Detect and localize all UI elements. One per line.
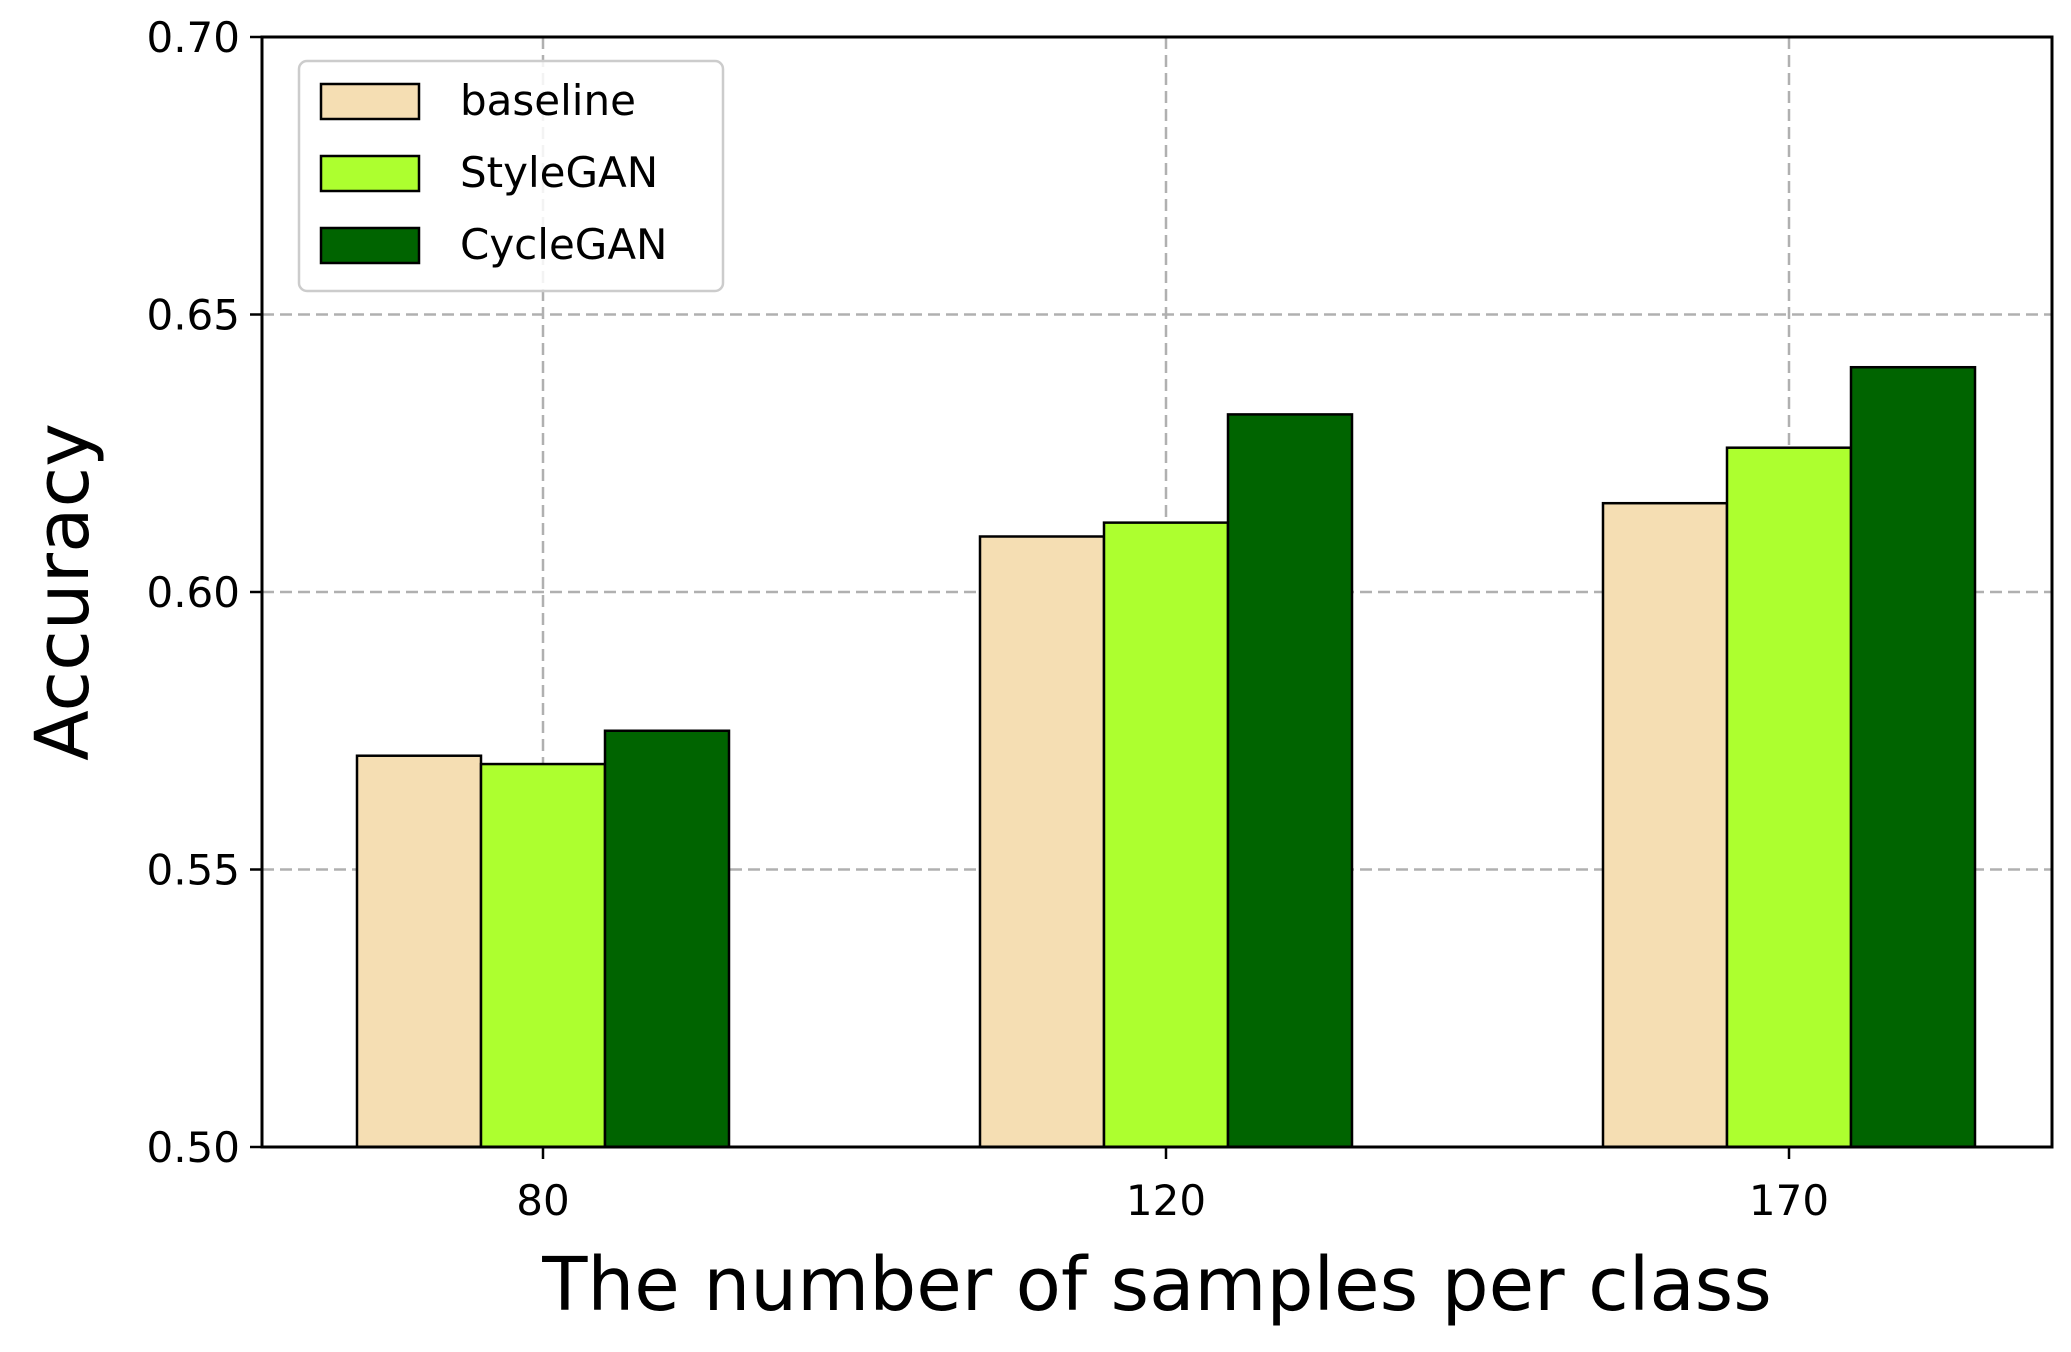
bar-stylegan-120 [1102,521,1230,1149]
bar-cyclegan-120 [1226,413,1354,1149]
legend-label-stylegan: StyleGAN [460,148,658,197]
bar-baseline-170 [1601,501,1729,1149]
x-tick-label: 120 [1126,1176,1206,1225]
y-tick-label: 0.60 [146,568,240,617]
bars [355,365,1977,1149]
legend-label-cyclegan: CycleGAN [460,220,667,269]
y-tick-label: 0.50 [146,1123,240,1172]
x-tick-label: 170 [1749,1176,1829,1225]
x-axis-title: The number of samples per class [541,1242,1772,1328]
x-tick-label: 80 [516,1176,569,1225]
legend-label-baseline: baseline [460,76,636,125]
y-tick-label: 0.65 [146,291,240,340]
legend-swatch-stylegan [319,154,421,193]
bar-baseline-80 [355,754,483,1149]
y-tick-label: 0.55 [146,846,240,895]
x-axis: 80 120 170 [516,1147,1829,1225]
y-axis-title: Accuracy [20,423,106,761]
bar-cyclegan-170 [1849,365,1977,1149]
legend-swatch-baseline [319,82,421,121]
y-tick-label: 0.70 [146,13,240,62]
legend-swatch-cyclegan [319,226,421,265]
bar-baseline-120 [978,535,1106,1149]
bar-stylegan-170 [1725,446,1853,1149]
bar-stylegan-80 [479,762,607,1149]
y-axis: 0.50 0.55 0.60 0.65 0.70 [146,13,262,1172]
bar-cyclegan-80 [603,729,731,1149]
legend: baseline StyleGAN CycleGAN [297,59,725,293]
